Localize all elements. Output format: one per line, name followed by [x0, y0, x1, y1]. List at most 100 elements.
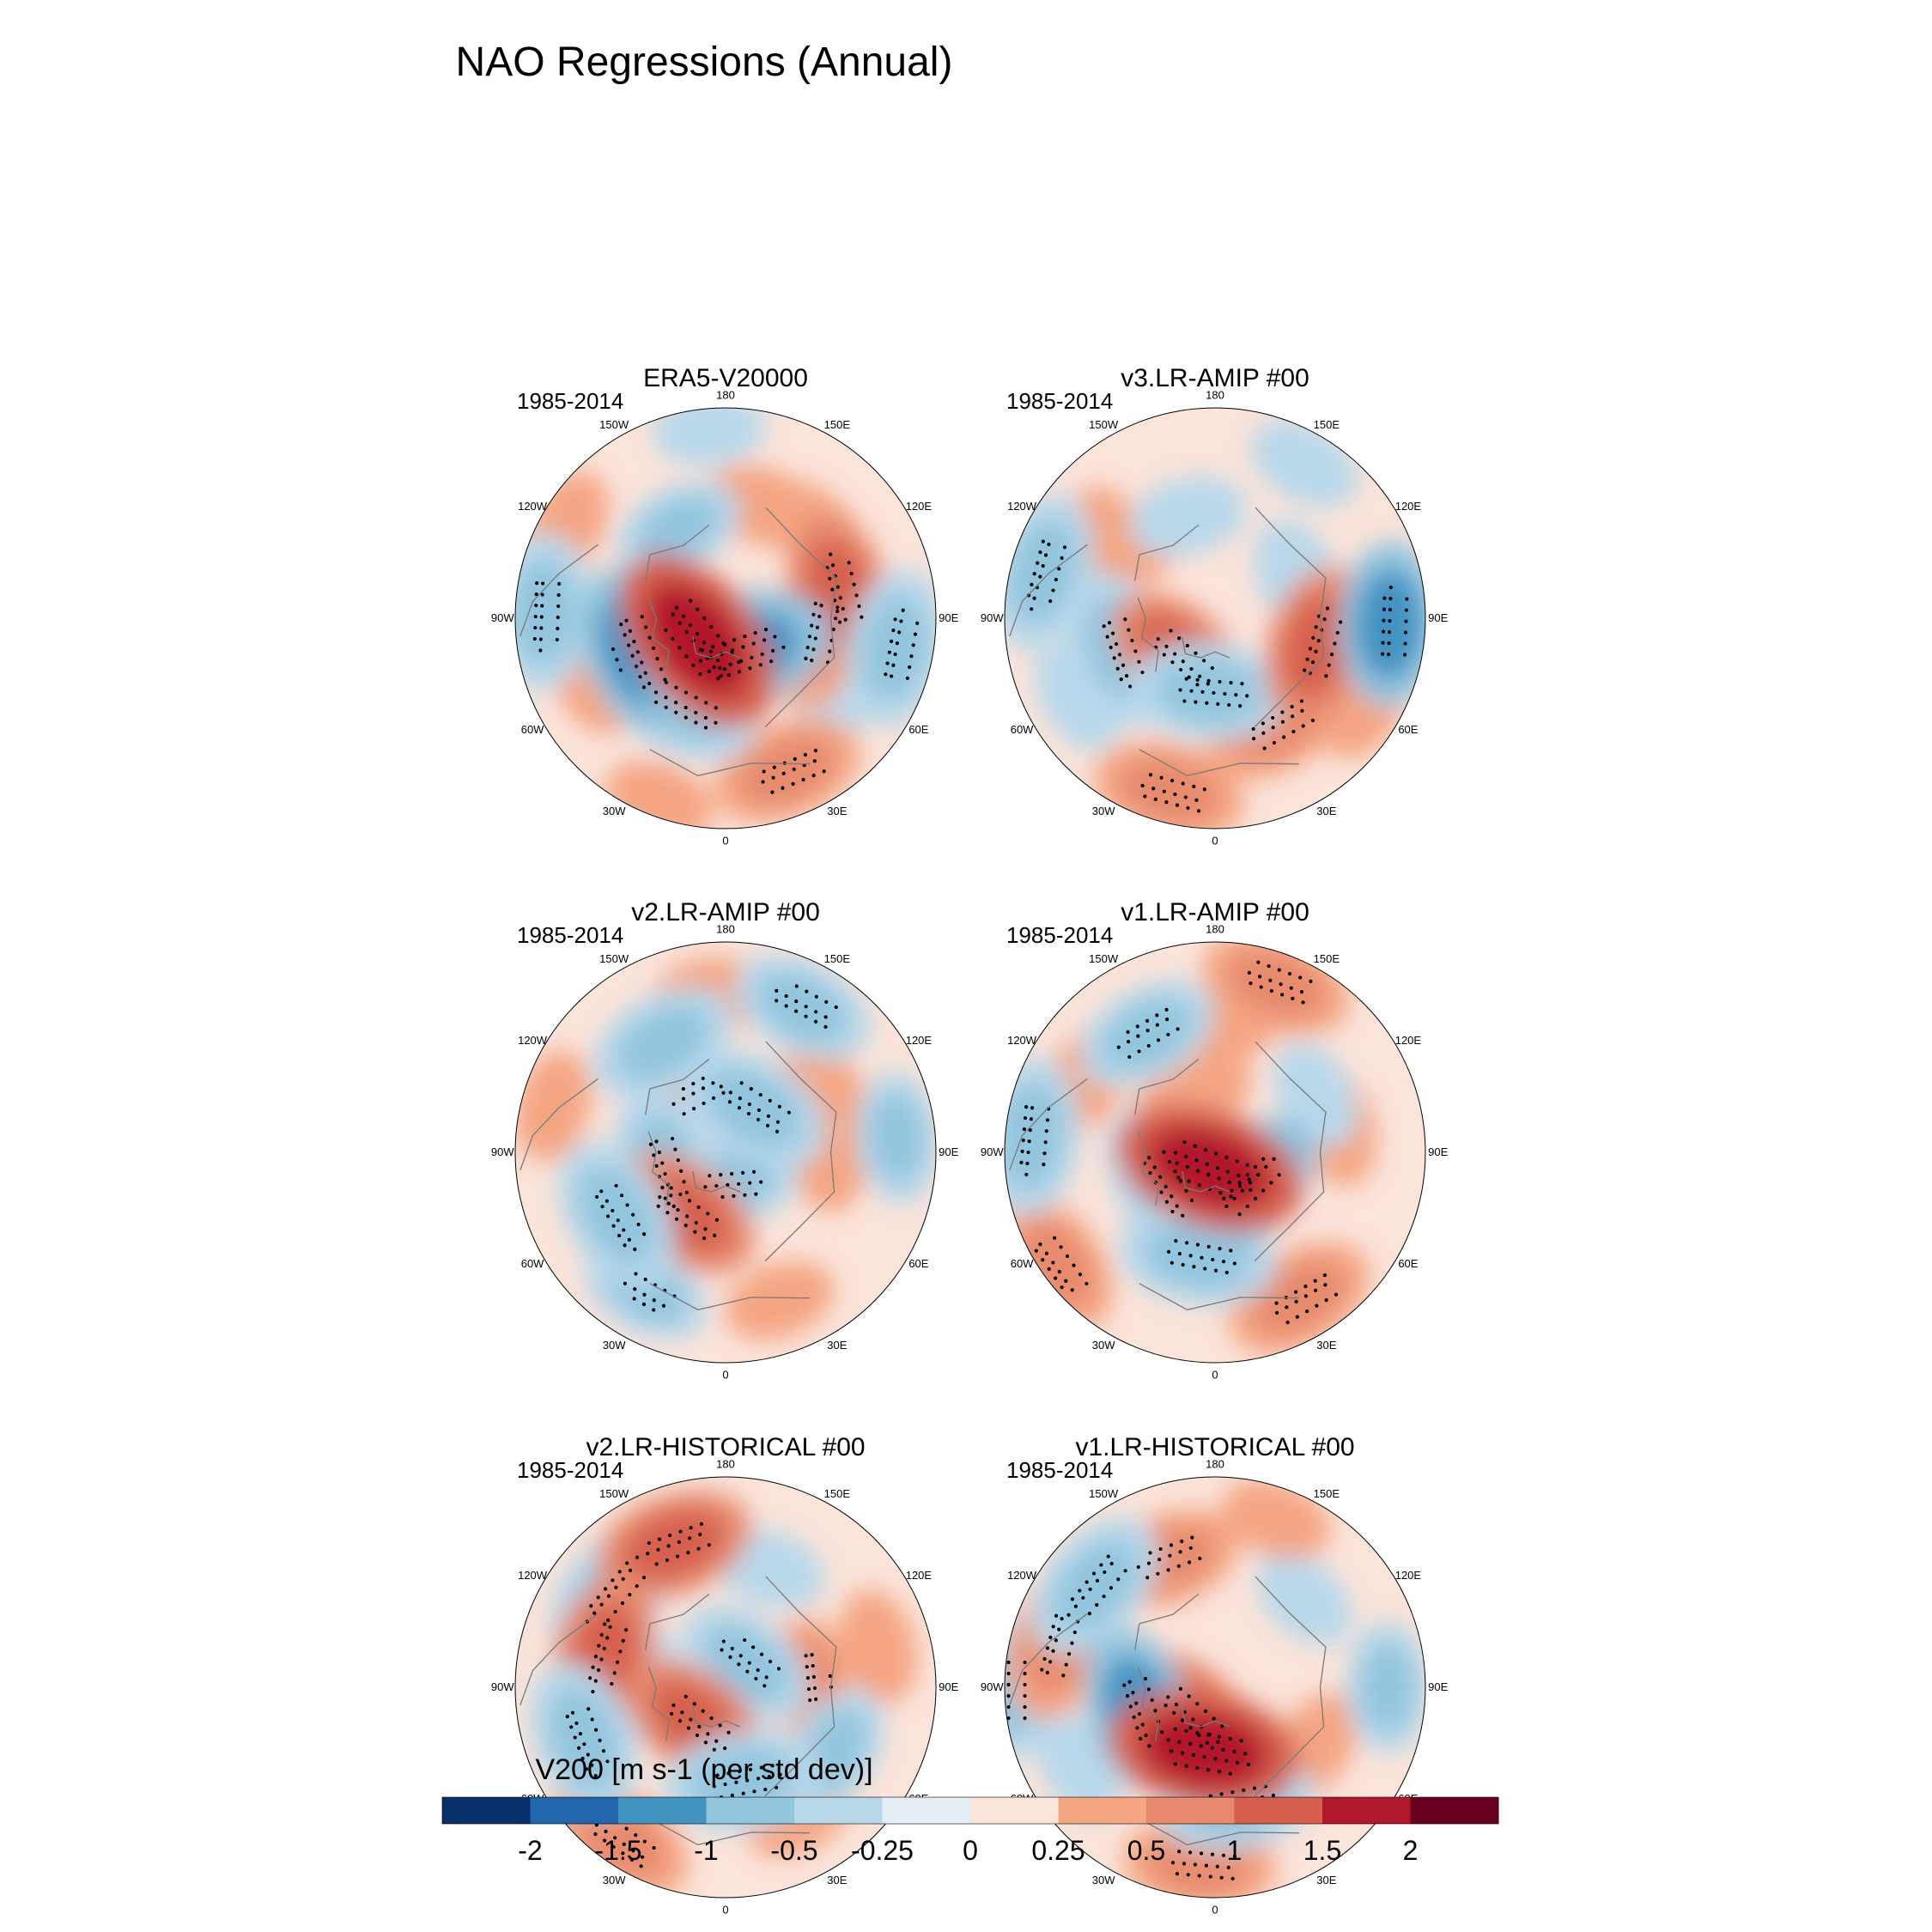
colorbar-bins — [441, 1796, 1499, 1825]
colorbar-tick-label: 1 — [1227, 1835, 1242, 1866]
panel-4-lon-label: 30E — [1316, 1339, 1336, 1352]
panel-5-lon-label: 120W — [518, 1569, 548, 1582]
panel-3-coastlines — [519, 1041, 837, 1311]
panel-3-anomaly-9 — [615, 1005, 710, 1081]
panel-5-anomaly-8 — [703, 1624, 788, 1703]
panel-4-lon-label: 30W — [1092, 1339, 1115, 1352]
panel-6-lon-label: 150E — [1314, 1487, 1340, 1500]
panel-5-anomaly-11 — [852, 1608, 904, 1685]
colorbar-tick-label: -2 — [518, 1835, 542, 1866]
panel-2-lon-label: 0 — [1212, 835, 1218, 848]
panel-3-map-boundary — [514, 941, 937, 1364]
panel-2-lon-label: 180 — [1206, 388, 1224, 401]
panel-6-lon-label: 150W — [1089, 1487, 1119, 1500]
colorbar-tick-label: -1.5 — [594, 1835, 641, 1866]
panel-1-lon-label: 30W — [603, 805, 626, 817]
panel-5-lon-label: 0 — [722, 1904, 728, 1917]
panel-1-lon-label: 90E — [939, 611, 958, 624]
panel-6-map-boundary — [1004, 1476, 1426, 1899]
panel-2-lon-label: 90W — [981, 611, 1004, 624]
panel-2-anomaly-3 — [1155, 659, 1262, 725]
panel-4-lon-label: 90W — [981, 1145, 1004, 1158]
panel-2-stippling — [1026, 539, 1409, 813]
panel-6-lon-label: 120W — [1007, 1569, 1037, 1582]
panel-2-lon-label: 150E — [1314, 418, 1340, 431]
panel-6-field — [1005, 1477, 1425, 1898]
panel-2-map-boundary — [1004, 407, 1426, 829]
panel-1-period: 1985-2014 — [517, 388, 623, 414]
panel-1-anomaly-10 — [636, 496, 720, 562]
panel-1-anomaly-8 — [738, 735, 836, 805]
panel-4-field — [1005, 942, 1425, 1363]
panel-5-lon-label: 30E — [827, 1874, 847, 1886]
panel-6-lon-label: 120E — [1395, 1569, 1422, 1582]
panel-3-period: 1985-2014 — [517, 922, 623, 948]
panel-3-anomaly-6 — [577, 1166, 655, 1265]
panel-6-anomaly-6 — [1051, 1540, 1137, 1632]
colorbar-bin-10 — [1234, 1797, 1323, 1824]
panel-5-lon-label: 90W — [491, 1680, 514, 1693]
colorbar-bin-2 — [530, 1797, 619, 1824]
panel-5-lon-label: 180 — [716, 1457, 735, 1470]
panel-1-anomaly-14 — [671, 408, 747, 454]
panel-4-lon-label: 60W — [1011, 1257, 1034, 1270]
colorbar-tick-label: -0.5 — [770, 1835, 817, 1866]
panel-3-anomaly-10 — [869, 1093, 926, 1182]
panel-4-lon-label: 90E — [1428, 1145, 1448, 1158]
panel-2-anomaly-5 — [1282, 593, 1352, 698]
panel-2-period: 1985-2014 — [1006, 388, 1113, 414]
panel-6-title: v1.LR-HISTORICAL #00 — [1075, 1433, 1354, 1461]
panel-4-lon-label: 120W — [1007, 1034, 1037, 1047]
colorbar-tick-label: -1 — [694, 1835, 718, 1866]
panel-3-field — [515, 942, 936, 1363]
panel-2-lon-label: 90E — [1428, 611, 1448, 624]
panel-4-stippling — [1019, 960, 1338, 1325]
colorbar-tick-label: 1.5 — [1303, 1835, 1341, 1866]
panel-1-lon-label: 150E — [824, 418, 851, 431]
colorbar-ticks: -2 -1.5 -1 -0.5 -0.25 0 0.25 0.5 1 1.5 2 — [518, 1835, 1418, 1866]
colorbar-bin-9 — [1146, 1797, 1235, 1824]
panel-3-lon-label: 180 — [716, 922, 735, 935]
colorbar-bin-7 — [970, 1797, 1059, 1824]
panel-5-lon-label: 150E — [824, 1487, 851, 1500]
panel-1: ERA5-V20000 1985-2014 180 150E 120E 90E 60E 30E… — [491, 364, 959, 848]
panel-3-anomaly-5 — [756, 972, 848, 1043]
panel-2-anomaly-11 — [1268, 434, 1340, 493]
panel-4-anomaly-13 — [1286, 1060, 1344, 1130]
panel-3-anomaly-14 — [743, 1274, 817, 1327]
panel-5-field — [515, 1477, 936, 1898]
panel-6-anomaly-10 — [1359, 1643, 1416, 1732]
panel-3-lon-label: 120E — [906, 1034, 933, 1047]
panel-5-lon-label: 150W — [599, 1487, 629, 1500]
panel-5-lon-label: 120E — [906, 1569, 933, 1582]
panel-2-lon-label: 120W — [1007, 500, 1037, 513]
colorbar-tick-label: 0.5 — [1127, 1835, 1165, 1866]
panel-1-map-boundary — [514, 407, 937, 829]
colorbar-bin-12 — [1410, 1797, 1499, 1824]
panel-3-lon-label: 120W — [518, 1034, 548, 1047]
panel-4-anomaly-1 — [1147, 1125, 1272, 1211]
colorbar-bin-8 — [1058, 1797, 1147, 1824]
panel-2-lon-label: 60W — [1011, 723, 1034, 736]
panel-2-anomaly-6 — [1355, 568, 1424, 680]
panel-1-lon-label: 0 — [722, 835, 728, 848]
panel-2-lon-label: 60E — [1398, 723, 1418, 736]
panels: ERA5-V20000 1985-2014 180 150E 120E 90E 60E 30E… — [491, 364, 1449, 1917]
colorbar-bin-5 — [794, 1797, 883, 1824]
panel-3-lon-label: 90E — [939, 1145, 958, 1158]
panel-4-lon-label: 120E — [1395, 1034, 1422, 1047]
panel-6-anomaly-14 — [1050, 1731, 1107, 1801]
colorbar: V200 [m s-1 (per std dev)] -2 -1.5 -1 -0.5-… — [441, 1753, 1499, 1866]
panel-4-lon-label: 150E — [1314, 952, 1340, 965]
panel-4-title: v1.LR-AMIP #00 — [1121, 898, 1309, 927]
colorbar-tick-label: 0.25 — [1031, 1835, 1084, 1866]
panel-2-coastlines — [1009, 507, 1327, 777]
panel-6-period: 1985-2014 — [1006, 1457, 1113, 1483]
panel-6-lon-label: 30E — [1316, 1874, 1336, 1886]
panel-3-lon-label: 150E — [824, 952, 851, 965]
panel-3-lon-label: 30W — [603, 1339, 626, 1352]
panel-4-lon-label: 150W — [1089, 952, 1119, 965]
panel-3-anomaly-15 — [527, 1069, 579, 1144]
